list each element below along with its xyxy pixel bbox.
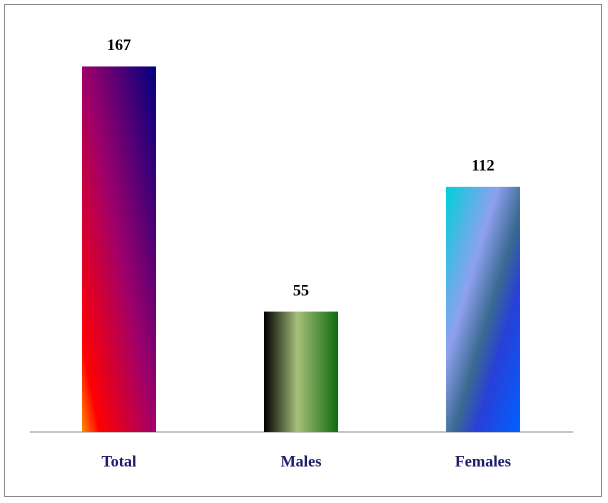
value-label: 112 [471,158,494,175]
bar [82,66,156,432]
value-label: 167 [107,37,131,54]
bar [446,186,520,432]
x-tick-label: Females [455,454,511,471]
x-tick-label: Males [281,454,322,471]
bar [264,311,338,432]
value-label: 55 [293,282,309,299]
x-tick-label: Total [102,454,138,471]
